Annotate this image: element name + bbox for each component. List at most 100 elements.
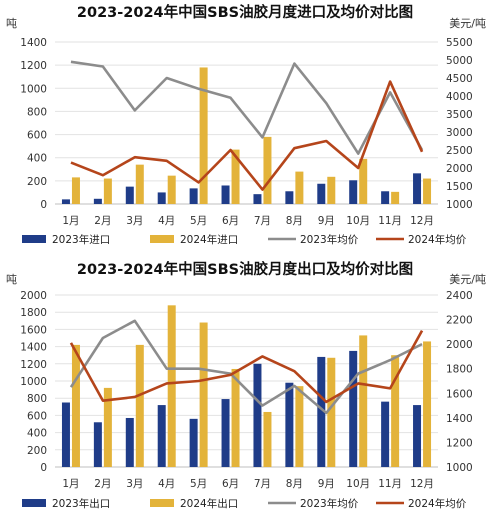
- y-tick-label: 1000: [20, 376, 47, 388]
- x-tick-label: 5月: [190, 478, 207, 490]
- bar-series-b: [263, 411, 272, 467]
- y-tick-label: 1200: [20, 359, 47, 371]
- bar-series-a: [381, 401, 390, 467]
- y2-tick-label: 2000: [446, 163, 473, 175]
- line-series-c: [70, 60, 424, 155]
- bar-series-b: [199, 67, 208, 204]
- x-tick-label: 1月: [62, 478, 79, 490]
- legend-swatch: [22, 235, 46, 243]
- y-tick-label: 800: [27, 106, 47, 118]
- bar-series-a: [157, 192, 166, 204]
- bar-series-b: [103, 387, 112, 467]
- legend-label: 2024年均价: [408, 233, 467, 246]
- bar-series-b: [295, 171, 304, 204]
- bar-series-a: [413, 405, 422, 467]
- bar-series-a: [317, 183, 326, 204]
- y-tick-label: 0: [40, 462, 47, 474]
- y-tick-label: 800: [27, 393, 47, 405]
- export-chart-svg: 2023-2024年中国SBS油胶月度出口及均价对比图 吨 美元/吨 0 200 4…: [6, 261, 486, 510]
- x-tick-label: 11月: [378, 215, 402, 227]
- bar-series-b: [423, 178, 432, 204]
- y-tick-label: 1600: [20, 324, 47, 336]
- y2-tick-label: 1200: [446, 437, 473, 449]
- left-axis-unit: 吨: [6, 273, 17, 286]
- bar-series-b: [391, 355, 400, 467]
- bar-series-b: [199, 322, 208, 467]
- legend-label: 2024年均价: [408, 497, 467, 510]
- y-tick-label: 1000: [20, 83, 47, 95]
- bar-series-b: [71, 177, 80, 204]
- import-chart: 2023-2024年中国SBS油胶月度进口及均价对比图 吨 美元/吨 0 200 4…: [0, 0, 491, 260]
- legend-label: 2023年进口: [52, 233, 110, 246]
- y2-tick-label: 1800: [446, 364, 473, 376]
- bar-series-b: [167, 175, 176, 204]
- x-tick-label: 9月: [318, 478, 335, 490]
- legend-swatch: [22, 499, 46, 507]
- y-tick-label: 1400: [20, 342, 47, 354]
- x-tick-label: 12月: [410, 215, 434, 227]
- x-tick-label: 6月: [222, 478, 239, 490]
- right-axis-unit: 美元/吨: [449, 273, 486, 286]
- y2-tick-label: 1600: [446, 388, 473, 400]
- bar-series-a: [381, 191, 390, 204]
- bar-series-b: [135, 344, 144, 467]
- bar-series-b: [391, 191, 400, 204]
- chart-title: 2023-2024年中国SBS油胶月度出口及均价对比图: [77, 261, 413, 278]
- y-tick-label: 600: [27, 410, 47, 422]
- legend-label: 2024年出口: [180, 497, 238, 510]
- y-tick-label: 400: [27, 153, 47, 165]
- bar-series-b: [71, 344, 80, 467]
- bar-series-a: [317, 356, 326, 467]
- y2-tick-label: 3000: [446, 127, 473, 139]
- legend-label: 2024年进口: [180, 233, 238, 246]
- bar-series-a: [61, 199, 70, 204]
- x-tick-label: 9月: [318, 215, 335, 227]
- bar-series-a: [413, 173, 422, 204]
- bar-series-a: [157, 405, 166, 467]
- legend-label: 2023年出口: [52, 497, 110, 510]
- y2-tick-label: 1500: [446, 181, 473, 193]
- y2-tick-label: 2400: [446, 290, 473, 302]
- bar-series-b: [327, 357, 336, 467]
- x-tick-label: 12月: [410, 478, 434, 490]
- x-tick-label: 11月: [378, 478, 402, 490]
- x-tick-label: 7月: [254, 215, 271, 227]
- y2-tick-label: 3500: [446, 109, 473, 121]
- y2-tick-label: 1000: [446, 462, 473, 474]
- x-tick-label: 3月: [126, 215, 143, 227]
- y-tick-label: 1200: [20, 60, 47, 72]
- line-series-d: [69, 329, 424, 404]
- legend-swatch: [150, 235, 174, 243]
- left-axis-unit: 吨: [6, 17, 17, 30]
- y-tick-label: 600: [27, 130, 47, 142]
- x-tick-label: 3月: [126, 478, 143, 490]
- bar-series-a: [349, 350, 358, 467]
- x-tick-label: 4月: [158, 478, 175, 490]
- x-tick-label: 4月: [158, 215, 175, 227]
- x-tick-label: 6月: [222, 215, 239, 227]
- line-series-c: [69, 319, 423, 415]
- y-tick-label: 200: [27, 176, 47, 188]
- x-tick-label: 2月: [94, 215, 111, 227]
- bar-series-a: [253, 363, 262, 467]
- bar-series-b: [295, 386, 304, 467]
- bar-series-a: [285, 191, 294, 204]
- bar-series-a: [189, 418, 198, 467]
- x-tick-label: 1月: [62, 215, 79, 227]
- y-tick-label: 2000: [20, 290, 47, 302]
- bar-series-a: [125, 186, 134, 204]
- bar-series-b: [423, 341, 432, 467]
- bar-series-b: [231, 368, 240, 467]
- bar-series-b: [135, 164, 144, 204]
- chart-title: 2023-2024年中国SBS油胶月度进口及均价对比图: [77, 3, 413, 21]
- x-tick-label: 8月: [286, 215, 303, 227]
- bar-series-a: [285, 382, 294, 467]
- x-tick-label: 7月: [254, 478, 271, 490]
- y2-tick-label: 5500: [446, 37, 473, 49]
- bar-series-b: [167, 305, 176, 467]
- legend-label: 2023年均价: [300, 497, 359, 510]
- y2-tick-label: 1400: [446, 413, 473, 425]
- export-chart: 2023-2024年中国SBS油胶月度出口及均价对比图 吨 美元/吨 0 200 4…: [0, 261, 491, 521]
- bar-series-b: [263, 136, 272, 204]
- y2-tick-label: 2200: [446, 315, 473, 327]
